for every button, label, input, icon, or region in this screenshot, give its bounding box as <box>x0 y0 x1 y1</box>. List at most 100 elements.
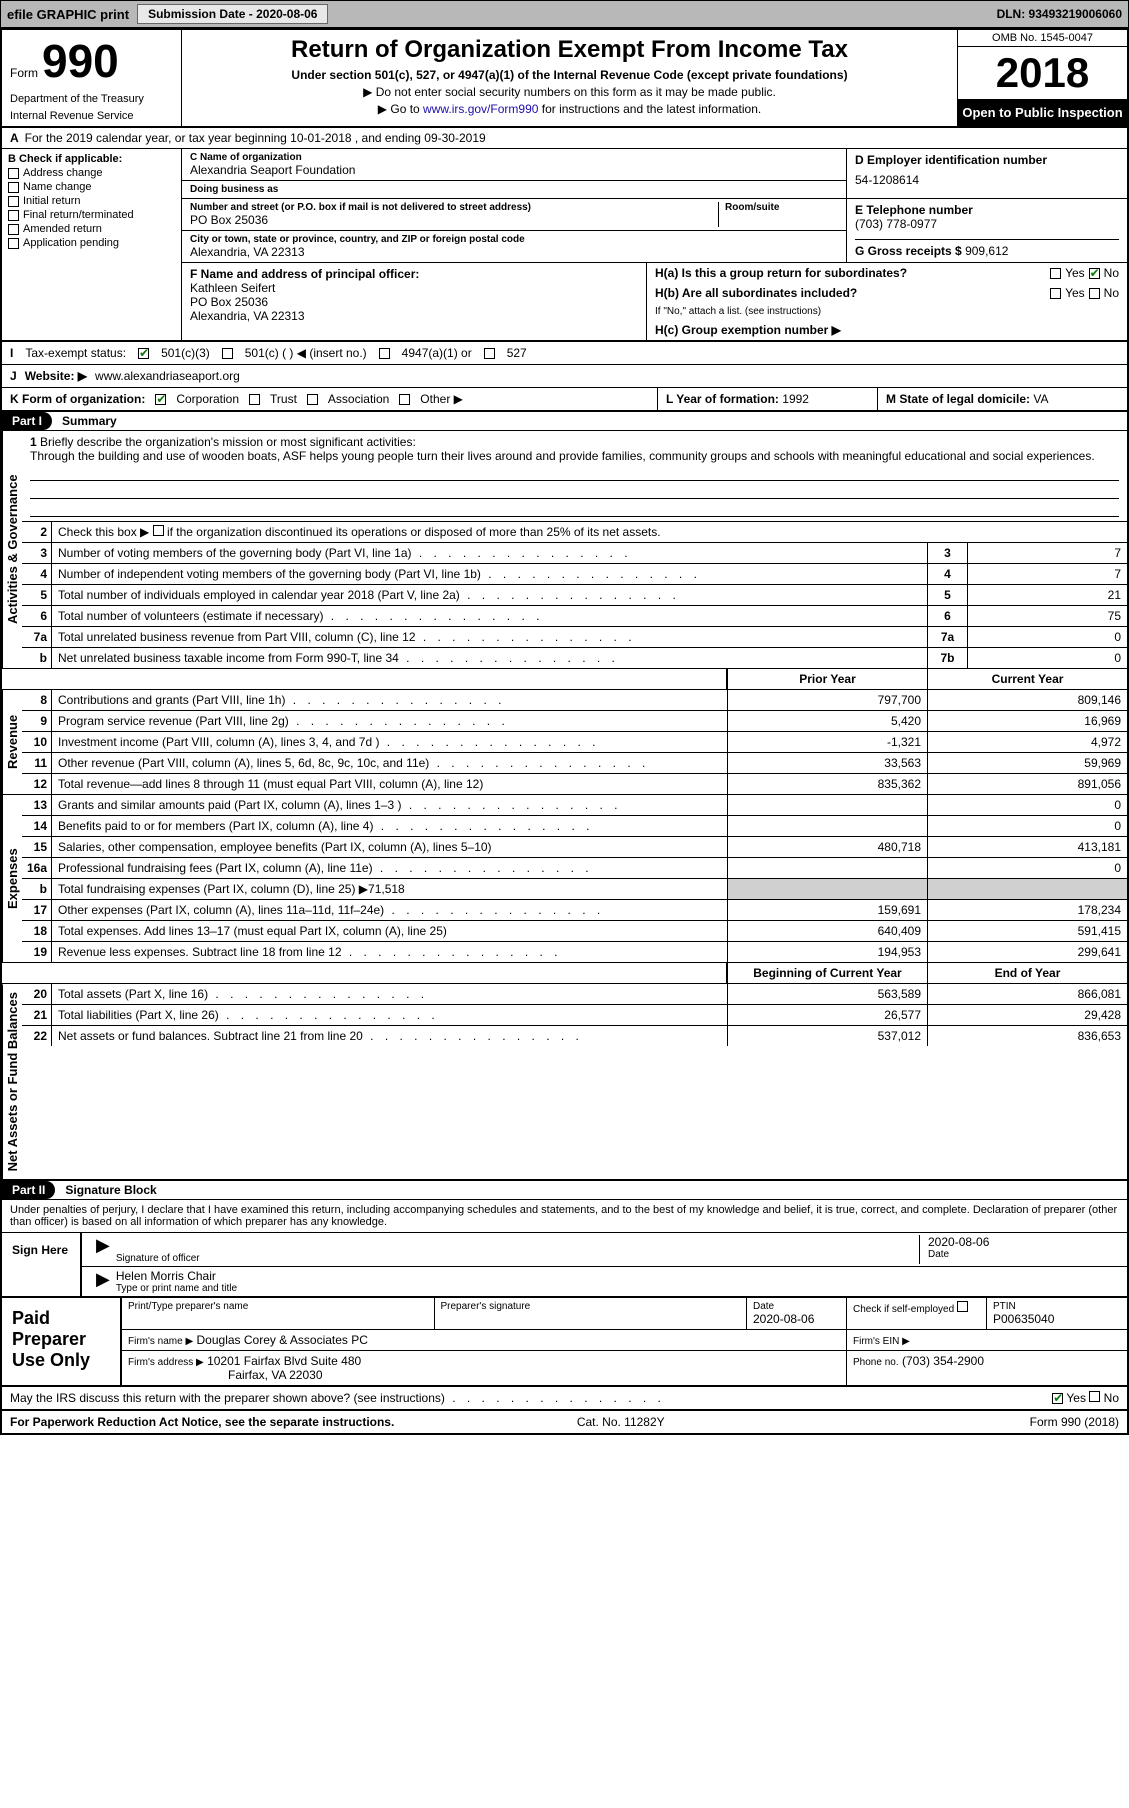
name-change-checkbox[interactable] <box>8 182 19 193</box>
rev-vlabel: Revenue <box>2 690 22 794</box>
c-name-label: C Name of organization <box>190 152 838 163</box>
public-inspection-badge: Open to Public Inspection <box>958 99 1127 126</box>
addr-change-checkbox[interactable] <box>8 168 19 179</box>
ptin: P00635040 <box>993 1312 1121 1326</box>
other-checkbox[interactable] <box>399 394 410 405</box>
website-label: Website: ▶ <box>25 369 87 383</box>
app-pending-checkbox[interactable] <box>8 238 19 249</box>
assoc-checkbox[interactable] <box>307 394 318 405</box>
sig-date: 2020-08-06 <box>928 1235 1111 1249</box>
sig-date-label: Date <box>928 1249 1111 1260</box>
tax-status-label: Tax-exempt status: <box>25 346 126 360</box>
section-j: J Website: ▶ www.alexandriaseaport.org <box>2 365 1127 388</box>
website-url: www.alexandriaseaport.org <box>95 369 240 383</box>
ein-value: 54-1208614 <box>855 173 1119 187</box>
v5: 21 <box>967 585 1127 605</box>
ha-yes-checkbox[interactable] <box>1050 268 1061 279</box>
sign-here-label: Sign Here <box>2 1233 82 1296</box>
q1-label: Briefly describe the organization's miss… <box>40 435 416 449</box>
dln-label: DLN: 93493219006060 <box>997 7 1122 21</box>
dba-label: Doing business as <box>190 184 838 195</box>
header-left: Form 990 Department of the Treasury Inte… <box>2 30 182 126</box>
e-phone-label: E Telephone number <box>855 203 1119 217</box>
4947-checkbox[interactable] <box>379 348 390 359</box>
final-return-checkbox[interactable] <box>8 210 19 221</box>
firm-phone: (703) 354-2900 <box>902 1354 984 1368</box>
form-990: Form 990 Department of the Treasury Inte… <box>0 28 1129 1435</box>
submission-date-badge: Submission Date - 2020-08-06 <box>137 4 328 24</box>
gross-receipts: 909,612 <box>965 244 1008 258</box>
header-mid: Return of Organization Exempt From Incom… <box>182 30 957 126</box>
section-k: K Form of organization: Corporation Trus… <box>2 388 657 410</box>
principal-addr2: Alexandria, VA 22313 <box>190 309 638 323</box>
hb-label: H(b) Are all subordinates included? <box>655 286 857 300</box>
v4: 7 <box>967 564 1127 584</box>
gov-vlabel: Activities & Governance <box>2 431 22 668</box>
form-prefix: Form <box>10 66 38 80</box>
discuss-yes-checkbox[interactable] <box>1052 1393 1063 1404</box>
discuss-no-checkbox[interactable] <box>1089 1391 1100 1402</box>
hc-label: H(c) Group exemption number ▶ <box>647 320 1127 340</box>
b-label: B Check if applicable: <box>8 153 175 165</box>
firm-name: Douglas Corey & Associates PC <box>197 1333 368 1347</box>
section-m: M State of legal domicile: VA <box>877 388 1127 410</box>
footer-right: Form 990 (2018) <box>1030 1415 1119 1429</box>
amended-return-checkbox[interactable] <box>8 224 19 235</box>
initial-return-checkbox[interactable] <box>8 196 19 207</box>
city-label: City or town, state or province, country… <box>190 234 838 245</box>
footer-left: For Paperwork Reduction Act Notice, see … <box>10 1415 394 1429</box>
p8: 797,700 <box>727 690 927 710</box>
501c3-checkbox[interactable] <box>138 348 149 359</box>
form990-link[interactable]: www.irs.gov/Form990 <box>423 102 538 116</box>
527-checkbox[interactable] <box>484 348 495 359</box>
period-row: A For the 2019 calendar year, or tax yea… <box>2 128 1127 149</box>
part1-header: Part I Summary <box>2 412 1127 431</box>
irs-label: Internal Revenue Service <box>10 110 173 122</box>
form-subtitle: Under section 501(c), 527, or 4947(a)(1)… <box>192 68 947 82</box>
dept-label: Department of the Treasury <box>10 93 173 105</box>
v7a: 0 <box>967 627 1127 647</box>
form-title: Return of Organization Exempt From Incom… <box>192 36 947 64</box>
hb-no-checkbox[interactable] <box>1089 288 1100 299</box>
mission-text: Through the building and use of wooden b… <box>30 449 1119 463</box>
c8: 809,146 <box>927 690 1127 710</box>
d-ein-label: D Employer identification number <box>855 153 1119 167</box>
tax-year: 2018 <box>958 47 1127 99</box>
org-name: Alexandria Seaport Foundation <box>190 163 838 177</box>
firm-addr2: Fairfax, VA 22030 <box>128 1368 840 1382</box>
phone-value: (703) 778-0977 <box>855 217 1119 231</box>
paid-preparer-label: Paid Preparer Use Only <box>2 1298 122 1385</box>
501c-checkbox[interactable] <box>222 348 233 359</box>
penalties-text: Under penalties of perjury, I declare th… <box>2 1200 1127 1233</box>
section-l: L Year of formation: 1992 <box>657 388 877 410</box>
principal-name: Kathleen Seifert <box>190 281 638 295</box>
f-principal-label: F Name and address of principal officer: <box>190 267 638 281</box>
g-receipts-label: G Gross receipts $ <box>855 244 962 258</box>
sig-officer-label: Signature of officer <box>116 1253 919 1264</box>
note-ssn: Do not enter social security numbers on … <box>192 85 947 99</box>
ha-no-checkbox[interactable] <box>1089 268 1100 279</box>
street-label: Number and street (or P.O. box if mail i… <box>190 202 718 213</box>
v7b: 0 <box>967 648 1127 668</box>
q2-checkbox[interactable] <box>153 525 164 536</box>
v6: 75 <box>967 606 1127 626</box>
self-employed-checkbox[interactable] <box>957 1301 968 1312</box>
corp-checkbox[interactable] <box>155 394 166 405</box>
v3: 7 <box>967 543 1127 563</box>
city-value: Alexandria, VA 22313 <box>190 245 838 259</box>
discuss-q: May the IRS discuss this return with the… <box>10 1391 665 1405</box>
begin-year-hdr: Beginning of Current Year <box>727 963 927 983</box>
period-text: For the 2019 calendar year, or tax year … <box>25 131 486 145</box>
room-label: Room/suite <box>725 202 838 213</box>
trust-checkbox[interactable] <box>249 394 260 405</box>
type-name-label: Type or print name and title <box>116 1283 1119 1294</box>
period-a-label: A <box>10 131 19 145</box>
firm-addr1: 10201 Fairfax Blvd Suite 480 <box>207 1354 361 1368</box>
form-number: 990 <box>42 34 119 88</box>
section-b: B Check if applicable: Address change Na… <box>2 149 182 340</box>
omb-number: OMB No. 1545-0047 <box>958 30 1127 47</box>
part2-header: Part II Signature Block <box>2 1181 1127 1200</box>
ha-label: H(a) Is this a group return for subordin… <box>655 266 907 280</box>
hb-yes-checkbox[interactable] <box>1050 288 1061 299</box>
principal-addr1: PO Box 25036 <box>190 295 638 309</box>
